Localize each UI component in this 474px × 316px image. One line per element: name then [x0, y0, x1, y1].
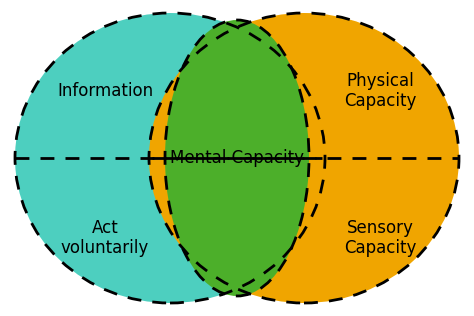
Text: Sensory
Capacity: Sensory Capacity: [344, 219, 416, 258]
Ellipse shape: [149, 13, 459, 303]
Text: Physical
Capacity: Physical Capacity: [344, 72, 416, 110]
Ellipse shape: [165, 20, 309, 296]
Text: Information: Information: [57, 82, 153, 100]
Text: Mental Capacity: Mental Capacity: [170, 149, 304, 167]
Text: Act
voluntarily: Act voluntarily: [61, 219, 149, 258]
Ellipse shape: [15, 13, 325, 303]
